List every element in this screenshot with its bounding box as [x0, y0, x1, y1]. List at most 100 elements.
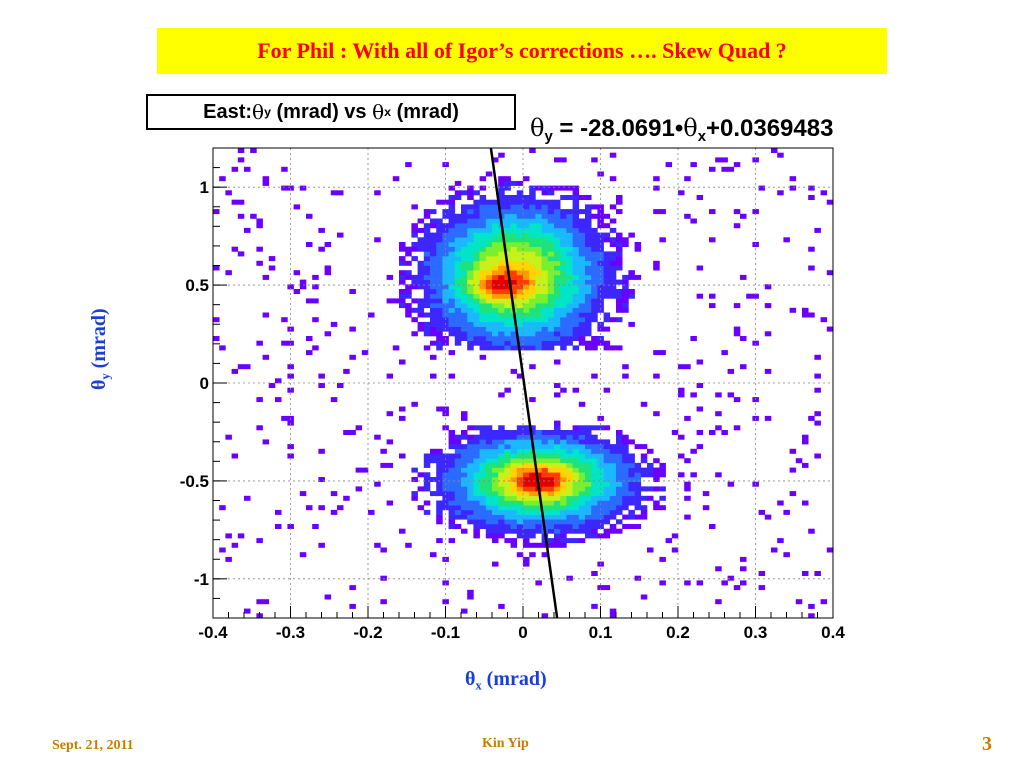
heatmap-cell [529, 472, 536, 478]
heatmap-cell [560, 157, 567, 163]
heatmap-cell [504, 453, 511, 459]
heatmap-cell [523, 336, 530, 341]
heatmap-cell [448, 227, 456, 233]
heatmap-cell [448, 242, 456, 247]
heatmap-cell [430, 284, 437, 290]
heatmap-cell [510, 326, 518, 332]
heatmap-cell [411, 204, 418, 210]
heatmap-cell [510, 218, 518, 224]
heatmap-cell [777, 190, 784, 196]
heatmap-cell [529, 425, 536, 431]
heatmap-cell [498, 481, 505, 487]
heatmap-cell [492, 533, 499, 539]
heatmap-cell [789, 185, 797, 191]
heatmap-cell [609, 274, 617, 280]
heatmap-cell [473, 213, 480, 219]
heatmap-cell [640, 453, 648, 459]
heatmap-cell [771, 547, 778, 553]
heatmap-cell [535, 284, 542, 290]
heatmap-cell [337, 232, 344, 238]
heatmap-cell [485, 331, 493, 337]
heatmap-cell [423, 326, 431, 332]
heatmap-cell [554, 467, 561, 473]
heatmap-cell [609, 265, 617, 271]
heatmap-cell [572, 472, 580, 478]
heatmap-cell [225, 190, 232, 196]
heatmap-cell [585, 533, 592, 539]
heatmap-cell [516, 373, 524, 379]
heatmap-cell [585, 439, 592, 445]
heatmap-cell [244, 495, 251, 501]
heatmap-cell [609, 279, 617, 285]
heatmap-cell [510, 270, 518, 276]
heatmap-cell [740, 580, 747, 586]
heatmap-cell [423, 246, 431, 252]
heatmap-cell [504, 477, 511, 482]
heatmap-cell [442, 289, 449, 294]
heatmap-cell [560, 439, 567, 445]
heatmap-cell [585, 528, 592, 534]
heatmap-cell [560, 495, 567, 501]
heatmap-cell [547, 321, 555, 327]
heatmap-cell [616, 307, 623, 313]
heatmap-cell [454, 260, 462, 266]
heatmap-cell [485, 505, 493, 511]
heatmap-cell [696, 580, 704, 586]
heatmap-cell [535, 467, 542, 473]
heatmap-cell [535, 279, 542, 285]
heatmap-cell [541, 199, 549, 205]
heatmap-cell [541, 462, 549, 468]
heatmap-cell [578, 293, 586, 299]
heatmap-cell [504, 430, 511, 435]
heatmap-cell [423, 237, 431, 243]
heatmap-cell [566, 326, 573, 332]
heatmap-cell [535, 458, 542, 464]
heatmap-cell [616, 528, 623, 534]
heatmap-cell [523, 528, 530, 534]
heatmap-cell [504, 321, 511, 327]
heatmap-cell [498, 458, 505, 464]
heatmap-cell [554, 246, 561, 252]
heatmap-cell [448, 289, 456, 294]
heatmap-cell [566, 458, 573, 464]
heatmap-cell [585, 251, 592, 257]
heatmap-cell [498, 176, 505, 182]
heatmap-cell [585, 317, 592, 323]
heatmap-cell [454, 444, 462, 450]
heatmap-cell [411, 401, 418, 407]
heatmap-cell [448, 326, 456, 332]
heatmap-cell [597, 223, 604, 229]
heatmap-cell [504, 439, 511, 445]
heatmap-cell [609, 500, 617, 506]
heatmap-cell [473, 293, 480, 299]
heatmap-cell [554, 317, 561, 323]
heatmap-cell [622, 364, 629, 370]
heatmap-cell [467, 270, 474, 276]
heatmap-cell [219, 345, 226, 351]
heatmap-cell [516, 279, 524, 285]
heatmap-cell [423, 227, 431, 233]
heatmap-cell [213, 265, 220, 271]
heatmap-cell [609, 270, 617, 276]
heatmap-cell [436, 274, 443, 280]
heatmap-cell [826, 270, 834, 276]
heatmap-cell [541, 293, 549, 299]
heatmap-cell [535, 434, 542, 440]
heatmap-cell [560, 237, 567, 243]
heatmap-cell [585, 195, 592, 200]
heatmap-cell [256, 218, 263, 224]
heatmap-cell [554, 528, 561, 534]
heatmap-cell [802, 500, 809, 506]
heatmap-cell [684, 514, 691, 520]
heatmap-cell [256, 260, 263, 266]
heatmap-cell [578, 430, 586, 435]
heatmap-cell [572, 387, 580, 393]
heatmap-cell [535, 265, 542, 271]
x-tick-label: 0.1 [589, 623, 613, 642]
heatmap-cell [306, 350, 313, 356]
heatmap-cell [653, 505, 660, 511]
heatmap-cell [566, 223, 573, 229]
heatmap-cell [572, 448, 580, 454]
heatmap-cell [547, 284, 555, 290]
heatmap-cell [504, 331, 511, 337]
